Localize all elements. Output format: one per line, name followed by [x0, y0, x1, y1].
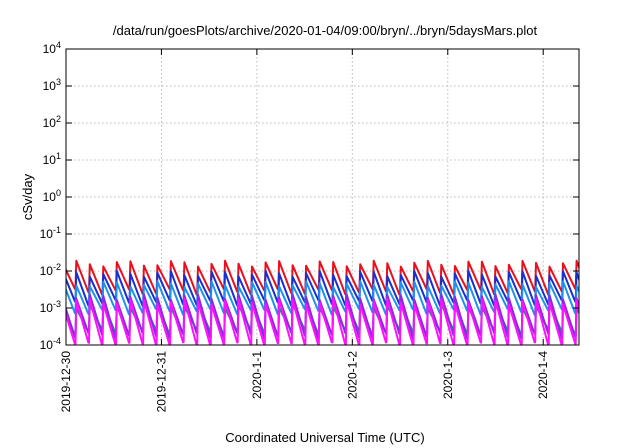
y-tick-label: 101 [43, 151, 61, 167]
y-tick-label: 103 [43, 77, 61, 93]
series-layer [66, 259, 579, 345]
y-tick-label: 10-3 [40, 299, 61, 315]
y-tick-label: 10-2 [40, 262, 61, 278]
chart-title: /data/run/goesPlots/archive/2020-01-04/0… [113, 23, 538, 38]
y-axis-title: cSv/day [20, 173, 35, 220]
y-tick-label: 100 [43, 188, 61, 204]
y-tick-label: 10-1 [40, 225, 61, 241]
grid [66, 49, 579, 345]
series-line-6 [66, 297, 579, 345]
x-tick-label: 2020-1-2 [345, 351, 359, 399]
y-tick-label: 104 [43, 40, 61, 56]
x-tick-label: 2019-12-31 [154, 351, 168, 413]
ticks: 10-4 10-3 10-2 10-1 100 101 102 103 104 2019-12-3… [40, 40, 579, 412]
y-tick-label: 10-4 [40, 336, 61, 352]
x-axis-title: Coordinated Universal Time (UTC) [225, 430, 424, 445]
x-tick-label: 2019-12-30 [59, 351, 73, 413]
x-tick-label: 2020-1-1 [250, 351, 264, 399]
x-tick-label: 2020-1-3 [441, 351, 455, 399]
x-tick-label: 2020-1-4 [536, 351, 550, 399]
y-tick-label: 102 [43, 114, 61, 130]
